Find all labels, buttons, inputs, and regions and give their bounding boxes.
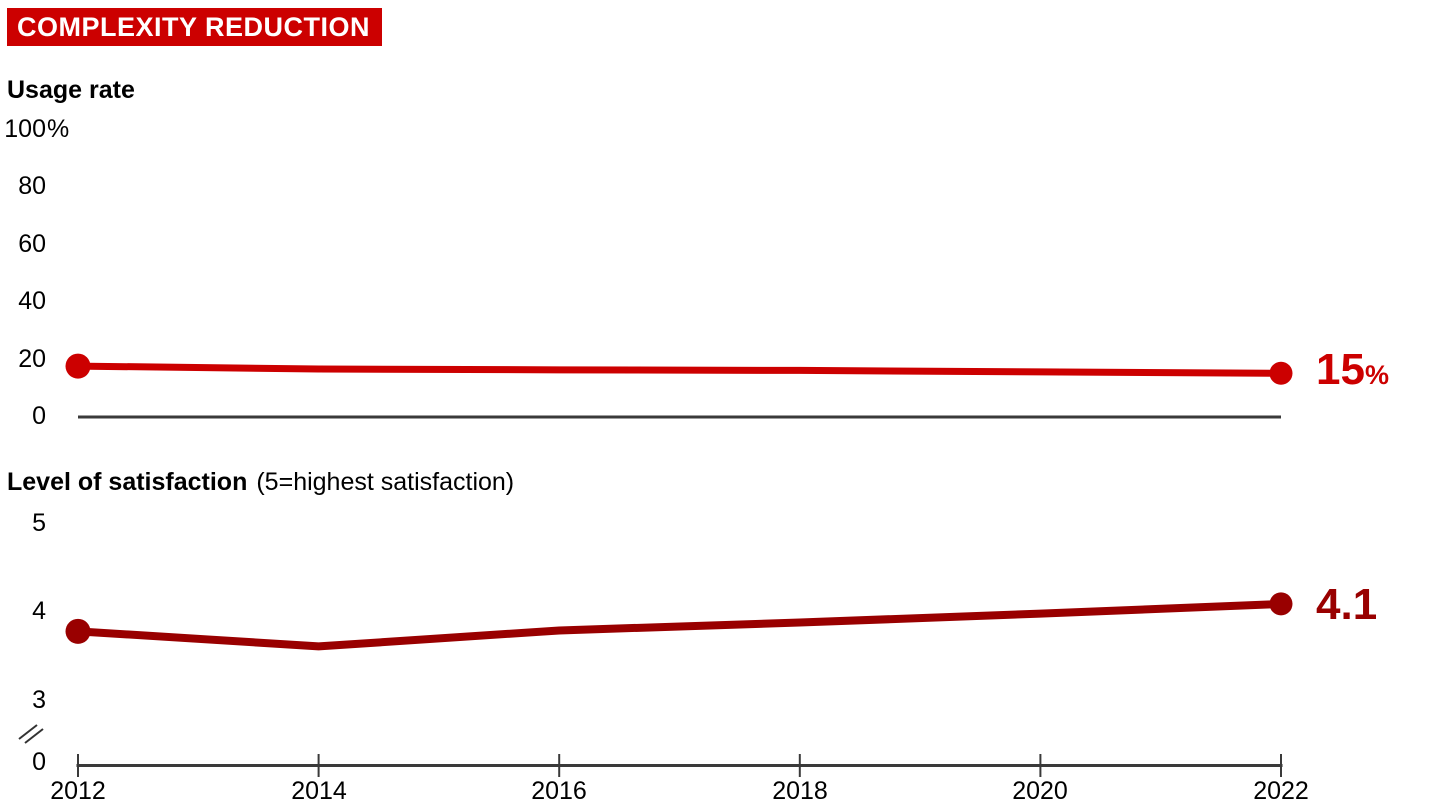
xtick-2012: 2012 [50,777,106,805]
usage-end-unit: % [1364,360,1389,390]
usage-rate-end-value: 15% [1316,348,1389,397]
usage-ytick-100-value: 100 [4,115,46,143]
satisfaction-ytick-5: 5 [32,509,46,537]
satisfaction-ytick-3: 3 [32,686,46,714]
xtick-2016: 2016 [531,777,587,805]
satisfaction-ytick-0: 0 [32,748,46,776]
usage-ytick-20: 20 [18,345,46,373]
satisfaction-title-note: (5=highest satisfaction) [256,468,515,496]
usage-ytick-0: 0 [32,402,46,430]
satisfaction-end-number: 4.1 [1316,580,1378,629]
xtick-2014: 2014 [291,777,347,805]
usage-rate-title-text: Usage rate [7,76,135,104]
usage-rate-chart-title: Usage rate [7,76,135,105]
satisfaction-chart-title: Level of satisfaction (5=highest satisfac… [7,468,514,497]
usage-ytick-100: 100% [0,114,69,144]
satisfaction-title-text: Level of satisfaction [7,468,248,496]
usage-ytick-80: 80 [18,172,46,200]
satisfaction-ytick-4: 4 [32,597,46,625]
usage-end-number: 15 [1316,345,1365,394]
usage-ytick-unit: % [47,115,70,143]
usage-ytick-60: 60 [18,230,46,258]
xtick-2022: 2022 [1253,777,1309,805]
satisfaction-end-value: 4.1 [1316,583,1377,627]
usage-ytick-40: 40 [18,287,46,315]
section-title-badge: COMPLEXITY REDUCTION [7,8,383,46]
xtick-2018: 2018 [772,777,828,805]
xtick-2020: 2020 [1012,777,1068,805]
